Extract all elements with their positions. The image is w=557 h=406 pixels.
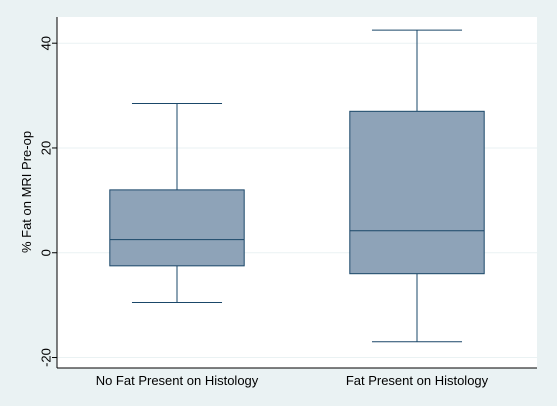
y-tick-label: 0 <box>39 249 54 256</box>
x-category-label: Fat Present on Histology <box>346 373 489 388</box>
box-group <box>349 29 485 343</box>
x-category-label: No Fat Present on Histology <box>96 373 259 388</box>
y-axis-label: % Fat on MRI Pre-op <box>19 131 34 253</box>
y-tick-label: -20 <box>39 348 54 367</box>
x-categories: No Fat Present on Histology Fat Present o… <box>96 373 489 388</box>
box-group <box>109 102 245 304</box>
iqr-box <box>109 189 245 267</box>
y-tick-label: 20 <box>39 141 54 155</box>
y-tick-label: 40 <box>39 36 54 50</box>
y-ticks: -20 0 20 40 <box>39 36 57 367</box>
iqr-box <box>349 110 485 275</box>
boxes <box>109 29 485 343</box>
